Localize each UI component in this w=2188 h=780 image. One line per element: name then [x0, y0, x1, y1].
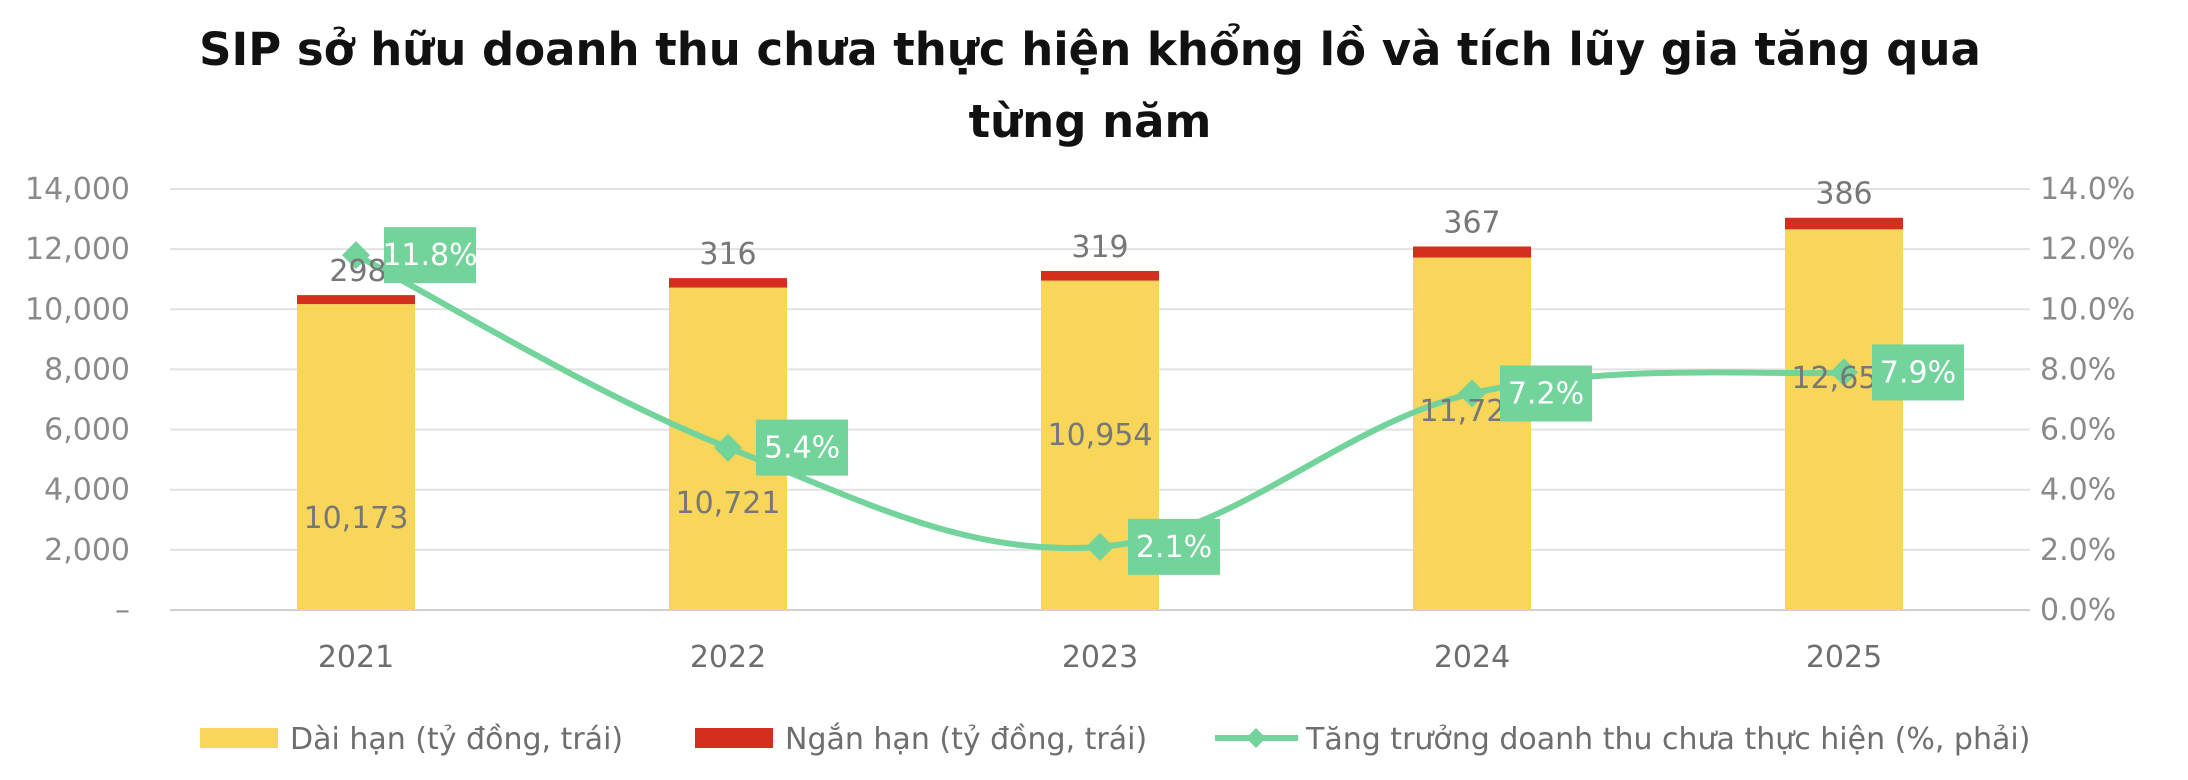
growth-marker	[1830, 358, 1858, 387]
legend-marker-growth	[1246, 728, 1266, 748]
y-left-tick-label: 14,000	[25, 172, 130, 207]
bar-long-term	[1413, 257, 1531, 610]
y-left-tick-label: 4,000	[44, 473, 130, 508]
bar-long-term	[1785, 229, 1903, 611]
bar-short-term-label: 367	[1443, 205, 1500, 240]
bar-long-term-label: 10,721	[676, 486, 781, 521]
y-right-tick-label: 2.0%	[2040, 533, 2116, 568]
bar-short-term	[1413, 246, 1531, 258]
x-tick-label: 2022	[690, 640, 766, 675]
bar-long-term	[297, 304, 415, 610]
y-right-tick-label: 4.0%	[2040, 473, 2116, 508]
legend-swatch-short-term	[695, 728, 773, 748]
bar-short-term	[1041, 271, 1159, 281]
x-tick-label: 2023	[1062, 640, 1138, 675]
y-right-tick-label: 14.0%	[2040, 172, 2135, 207]
y-left-tick-label: 10,000	[25, 292, 130, 327]
y-right-tick-label: 10.0%	[2040, 292, 2135, 327]
growth-label-box	[1872, 344, 1964, 401]
growth-label: 11.8%	[382, 238, 477, 273]
bar-short-term-label: 319	[1071, 230, 1128, 265]
growth-marker	[342, 241, 370, 270]
bar-long-term-label: 10,954	[1048, 418, 1153, 453]
growth-label: 5.4%	[764, 431, 840, 466]
y-right-tick-label: 6.0%	[2040, 413, 2116, 448]
y-left-tick-label: –	[115, 593, 130, 628]
growth-label-box	[1128, 518, 1220, 575]
x-tick-label: 2024	[1434, 640, 1510, 675]
growth-label: 2.1%	[1136, 530, 1212, 565]
bar-short-term-label: 298	[329, 254, 386, 289]
x-tick-label: 2021	[318, 640, 394, 675]
legend-label-growth: Tăng trưởng doanh thu chưa thực hiện (%,…	[1305, 722, 2030, 757]
growth-label-box	[756, 419, 848, 476]
growth-label: 7.2%	[1508, 376, 1584, 411]
y-left-tick-label: 12,000	[25, 232, 130, 267]
legend-label-long-term: Dài hạn (tỷ đồng, trái)	[290, 722, 623, 757]
x-tick-label: 2025	[1806, 640, 1882, 675]
bar-short-term-label: 316	[699, 237, 756, 272]
y-right-tick-label: 8.0%	[2040, 352, 2116, 387]
y-left-tick-label: 2,000	[44, 533, 130, 568]
y-right-tick-label: 12.0%	[2040, 232, 2135, 267]
bar-short-term	[1785, 217, 1903, 230]
chart-title: SIP sở hữu doanh thu chưa thực hiện khổn…	[199, 23, 1981, 148]
legend-label-short-term: Ngắn hạn (tỷ đồng, trái)	[785, 722, 1147, 757]
y-left-tick-label: 6,000	[44, 413, 130, 448]
growth-label-box	[384, 227, 476, 284]
bar-short-term	[669, 278, 787, 288]
y-left-tick-label: 8,000	[44, 352, 130, 387]
growth-label: 7.9%	[1880, 355, 1956, 390]
bar-long-term-label: 10,173	[304, 501, 409, 536]
growth-marker	[1086, 532, 1114, 561]
y-right-tick-label: 0.0%	[2040, 593, 2116, 628]
growth-marker	[1458, 379, 1486, 408]
growth-label-box	[1500, 365, 1592, 422]
bar-short-term-label: 386	[1815, 177, 1872, 212]
legend-swatch-long-term	[200, 728, 278, 748]
growth-marker	[714, 433, 742, 462]
bar-short-term	[297, 295, 415, 305]
